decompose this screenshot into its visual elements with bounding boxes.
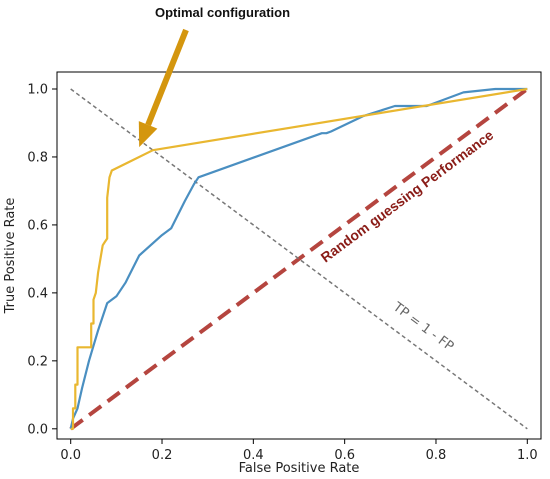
- y-tick-label: 0.6: [27, 218, 48, 233]
- plot-layer: [69, 87, 529, 431]
- tp-equals-1-minus-fp-label: TP = 1 - FP: [389, 299, 456, 354]
- axis-layer: 0.0 0.2 0.4 0.6 0.8 1.0 0.0 0.2 0.4 0.6 0.8 1.0 Fals…: [3, 71, 542, 476]
- x-axis-title: False Positive Rate: [239, 461, 360, 476]
- optimal-arrow-head: [138, 121, 158, 148]
- roc-series-line-2: [70, 87, 528, 430]
- annotation-layer: Optimal configuration Random guessing Per…: [138, 5, 497, 355]
- plot-clip-group: [69, 87, 529, 431]
- y-axis-title: True Positive Rate: [3, 198, 18, 315]
- x-tick-label: 0.6: [334, 448, 355, 463]
- y-tick-label: 0.0: [27, 422, 48, 437]
- x-tick-label: 0.2: [152, 448, 173, 463]
- optimal-arrow-shaft: [145, 28, 189, 126]
- y-tick-label: 1.0: [27, 82, 48, 97]
- x-tick-label: 1.0: [517, 448, 538, 463]
- x-tick-label: 0.4: [243, 448, 264, 463]
- x-tick-label: 0.8: [426, 448, 447, 463]
- random-guess-diagonal: [69, 87, 529, 431]
- x-tick-label: 0.0: [60, 448, 81, 463]
- plot-frame: [56, 71, 542, 440]
- y-tick-label: 0.8: [27, 150, 48, 165]
- optimal-configuration-label: Optimal configuration: [155, 5, 290, 20]
- y-tick-label: 0.2: [27, 354, 48, 369]
- random-guessing-label: Random guessing Performance: [318, 127, 497, 266]
- tp-equals-1-minus-fp-line: [70, 88, 528, 430]
- y-tick-label: 0.4: [27, 286, 48, 301]
